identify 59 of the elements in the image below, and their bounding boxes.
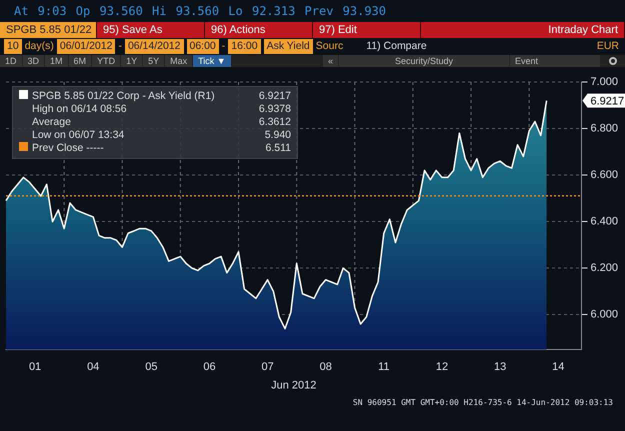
y-tick-label: 7.000	[590, 76, 618, 88]
text: 06:00	[186, 39, 219, 54]
x-tick-label: 14	[552, 361, 564, 374]
text: 1M	[45, 55, 68, 67]
text: -	[222, 39, 226, 54]
text: 3D	[22, 55, 44, 67]
text: 96) Actions	[205, 22, 313, 38]
text: -	[118, 39, 122, 54]
x-tick-label: 11	[378, 361, 390, 374]
chart-title: Intraday Chart	[421, 22, 625, 38]
text: Event	[510, 55, 600, 67]
x-tick-label: 07	[261, 361, 274, 374]
x-tick-label: 08	[320, 361, 332, 374]
text: 95) Save As	[97, 22, 205, 38]
text: 1D	[0, 55, 22, 67]
text: 10	[4, 39, 22, 54]
text: Security/Study	[339, 55, 509, 67]
text: 1Y	[121, 55, 142, 67]
annotation: 6.9217	[258, 90, 291, 103]
text: 06/14/2012	[124, 39, 184, 54]
text: day(s)	[24, 39, 54, 54]
annotation: High on 06/14 08:56	[31, 103, 127, 116]
x-tick-label: 12	[436, 361, 448, 374]
annotation: 5.940	[264, 129, 291, 142]
chart-subtitle: At 9:03 Op 93.560 Hi 93.560 Lo 92.313 Prev 93.930	[13, 3, 388, 20]
text: Tick ▼	[193, 55, 231, 67]
text: SN 960951 GMT GMT+0:00 H216-735-6 14-Jun-2012 09:03:13	[352, 398, 613, 407]
x-tick-label: 01	[28, 361, 42, 374]
text: YTD	[92, 55, 120, 67]
text: Ask Yield	[264, 39, 313, 54]
annotation: Average	[31, 116, 71, 129]
y-tick-label: 6.000	[590, 308, 618, 321]
text: Sourc	[316, 39, 344, 54]
text: «	[322, 55, 338, 67]
annotation: 6.9378	[258, 103, 291, 116]
text: EUR	[596, 39, 619, 54]
x-tick-label: 04	[87, 361, 100, 374]
text: 11) Compare	[366, 39, 427, 54]
text: Max	[165, 55, 192, 67]
x-axis-title: Jun 2012	[271, 379, 316, 392]
legend-label: Prev Close -----	[31, 142, 104, 155]
text: 6.9217	[590, 96, 624, 108]
y-tick-label: 6.200	[590, 262, 618, 274]
legend-label: SPGB 5.85 01/22 Corp - Ask Yield (R1)	[31, 90, 215, 103]
text: SPGB 5.85 01/22	[0, 22, 97, 38]
annotation: 6.511	[266, 142, 291, 155]
annotation: 6.3612	[258, 116, 291, 129]
y-tick-label: 6.600	[590, 169, 618, 182]
x-tick-label: 06	[203, 361, 216, 374]
annotation: Low on 06/07 13:34	[31, 129, 124, 142]
y-tick-label: 6.400	[590, 216, 618, 228]
text: 16:00	[228, 39, 261, 54]
text: 06/01/2012	[56, 39, 116, 54]
text: 6M	[68, 55, 92, 67]
x-tick-label: 13	[494, 361, 506, 374]
x-tick-label: 05	[145, 361, 158, 374]
y-tick-label: 6.800	[590, 122, 618, 135]
text: 97) Edit	[313, 22, 421, 38]
text: 5Y	[143, 55, 164, 67]
